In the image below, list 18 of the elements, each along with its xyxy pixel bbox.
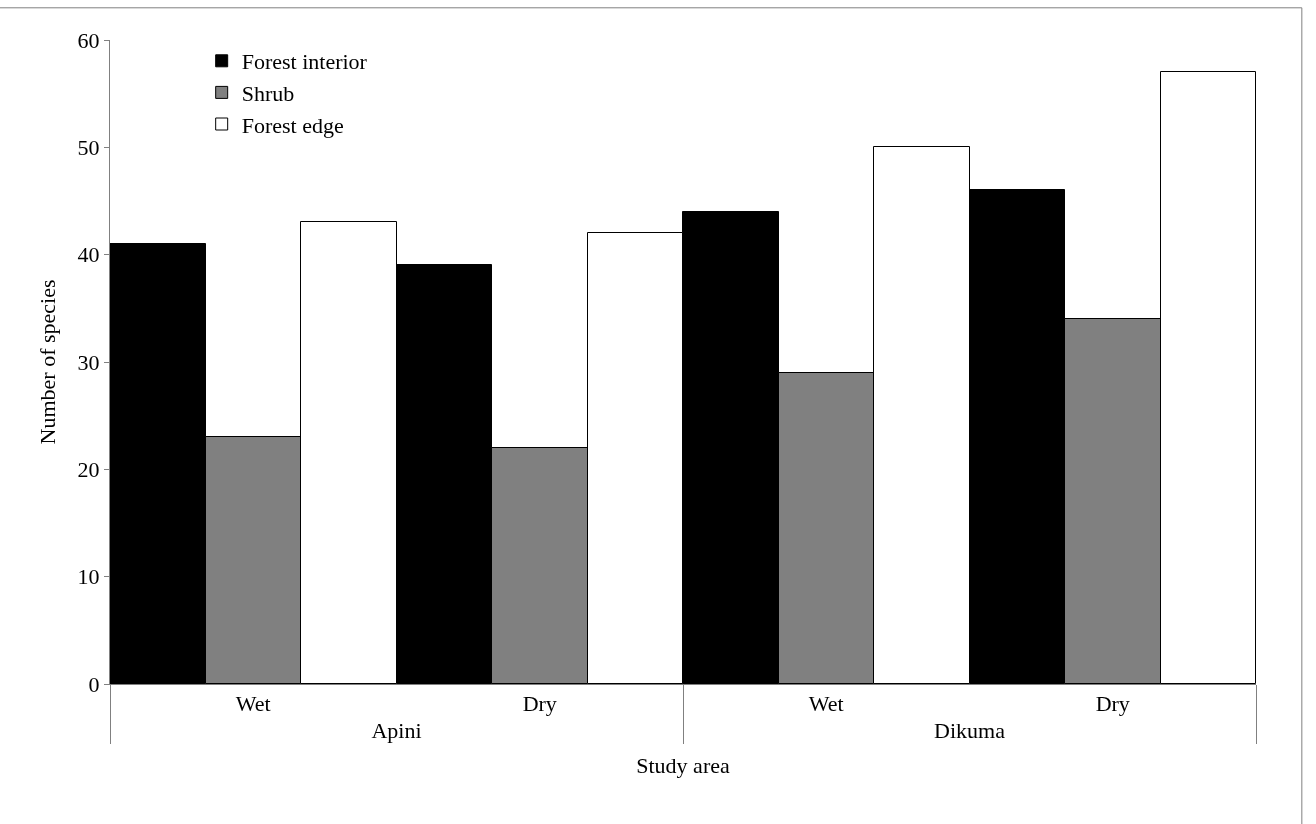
y-tick-label: 30: [77, 349, 100, 375]
legend-label: Forest interior: [241, 49, 368, 75]
y-tick-label: 10: [77, 564, 100, 590]
y-tick-label: 60: [77, 27, 100, 53]
y-tick-label: 50: [77, 135, 100, 161]
x-tick-label: Wet: [808, 691, 844, 717]
x-axis-title: Study area: [636, 753, 730, 779]
y-axis-title: Number of species: [35, 279, 61, 445]
text: Apini: [371, 718, 422, 744]
y-tick-label: 0: [88, 671, 100, 697]
y-tick-label: 20: [77, 457, 100, 483]
y-tick-label: 40: [77, 242, 100, 268]
legend-label: Forest edge: [241, 112, 344, 138]
text: Dikuma: [934, 718, 1006, 744]
x-tick-label: Dry: [1095, 691, 1130, 717]
legend-label: Shrub: [241, 80, 295, 106]
x-tick-label: Wet: [235, 691, 271, 717]
x-tick-label: Dry: [522, 691, 557, 717]
